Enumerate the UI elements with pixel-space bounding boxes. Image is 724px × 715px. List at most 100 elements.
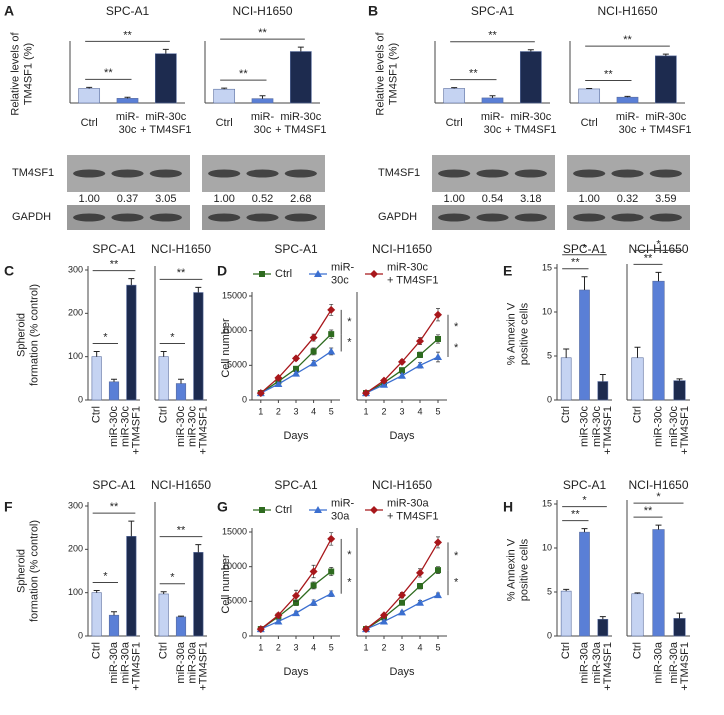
significance-label: *: [454, 577, 459, 589]
significance-label: **: [644, 505, 653, 517]
y-tick-label: 15000: [222, 526, 247, 536]
x-tick-label: 2: [276, 642, 281, 652]
y-tick-label: 15: [542, 262, 552, 272]
x-tick-label: miR-: [481, 111, 505, 123]
legend-label: + TM4SF1: [387, 274, 438, 286]
significance-label: *: [103, 570, 108, 582]
marker: [398, 371, 406, 379]
blot-quantification: 0.54: [482, 193, 503, 205]
y-tick-label: 5: [547, 586, 552, 596]
significance-label: *: [582, 495, 587, 507]
error-bar: [128, 520, 135, 537]
bar: [597, 618, 609, 637]
blot-band: [208, 213, 241, 222]
blot-quantification: 3.59: [655, 193, 676, 205]
marker: [256, 625, 265, 634]
x-tick-label: miR-30c: [645, 111, 686, 123]
bar: [91, 592, 102, 637]
bar: [289, 51, 312, 104]
x-tick-label: 3: [293, 642, 298, 652]
marker: [292, 354, 300, 363]
x-tick-label: miR-30c: [652, 406, 664, 447]
blot-quantification: 2.68: [290, 193, 311, 205]
blot-quantification: 1.00: [213, 193, 234, 205]
x-tick-label: 5: [435, 406, 440, 416]
significance-label: **: [258, 27, 267, 39]
chart-title: NCI-H1650: [628, 242, 688, 256]
marker: [362, 389, 370, 398]
panel-label: H: [503, 499, 513, 515]
marker: [417, 583, 423, 590]
error-bar: [124, 96, 131, 99]
bar: [560, 590, 572, 637]
significance-label: **: [571, 257, 580, 269]
significance-label: *: [347, 337, 352, 349]
x-tick-label: miR-30a: [652, 641, 664, 683]
marker: [417, 351, 423, 358]
y-tick-label: 10000: [222, 325, 247, 335]
significance-label: **: [644, 252, 653, 264]
chart-title: NCI-H1650: [151, 478, 211, 492]
marker: [292, 609, 300, 617]
x-tick-label: 2: [381, 406, 386, 416]
error-bar: [634, 346, 641, 358]
legend-label: miR-30a: [387, 497, 429, 509]
x-tick-label: Ctrl: [560, 642, 572, 659]
x-tick-label: +TM4SF1: [602, 642, 614, 691]
x-tick-label: miR-30c: [510, 111, 551, 123]
error-bar: [160, 350, 167, 357]
chart-title: SPC-A1: [563, 478, 607, 492]
y-tick-label: 10000: [222, 561, 247, 571]
error-bar: [93, 590, 100, 593]
bar: [631, 593, 644, 637]
marker: [274, 373, 283, 382]
x-tick-label: 5: [329, 642, 334, 652]
bar: [652, 280, 665, 401]
y-axis-label: Relative levels of: [9, 31, 21, 115]
x-tick-label: + TM4SF1: [505, 124, 556, 136]
x-tick-label: Ctrl: [446, 117, 463, 129]
marker: [292, 591, 300, 600]
marker: [398, 608, 406, 616]
series-line: [365, 314, 439, 394]
marker: [434, 591, 442, 599]
chart-title: SPC-A1: [563, 242, 607, 256]
y-axis-label: % Annexin V: [505, 538, 517, 601]
error-bar: [624, 95, 631, 98]
y-axis-label: % Annexin V: [505, 302, 517, 365]
marker: [259, 507, 265, 513]
legend-label: Ctrl: [275, 268, 292, 280]
significance-label: **: [177, 267, 186, 279]
legend-label: + TM4SF1: [387, 510, 438, 522]
y-axis-label: positive cells: [518, 538, 530, 601]
bar: [579, 289, 590, 401]
marker: [259, 271, 265, 277]
x-tick-label: 5: [329, 406, 334, 416]
blot-band: [438, 213, 471, 222]
x-tick-label: + TM4SF1: [140, 124, 191, 136]
marker: [434, 353, 442, 361]
x-tick-label: miR-30a: [187, 641, 199, 683]
marker: [416, 337, 424, 346]
x-tick-label: miR-30c: [120, 406, 132, 447]
y-tick-label: 100: [68, 587, 83, 597]
x-tick-label: +TM4SF1: [198, 642, 210, 691]
series-line: [260, 309, 332, 394]
y-axis-label: formation (% control): [28, 520, 40, 622]
blot-band: [73, 169, 106, 178]
x-tick-label: +TM4SF1: [679, 642, 691, 691]
marker: [274, 611, 283, 620]
y-tick-label: 300: [68, 264, 83, 274]
blot-band: [476, 169, 509, 178]
legend-label: miR-30c: [387, 261, 428, 273]
panel-label: D: [217, 263, 227, 279]
bar: [158, 593, 169, 637]
marker: [398, 591, 406, 600]
x-tick-label: Ctrl: [631, 642, 643, 659]
marker: [399, 367, 405, 374]
bar: [154, 53, 177, 104]
y-tick-label: 0: [242, 394, 247, 404]
x-tick-label: miR-: [251, 111, 275, 123]
blot-band: [476, 213, 509, 222]
bar: [193, 552, 204, 637]
